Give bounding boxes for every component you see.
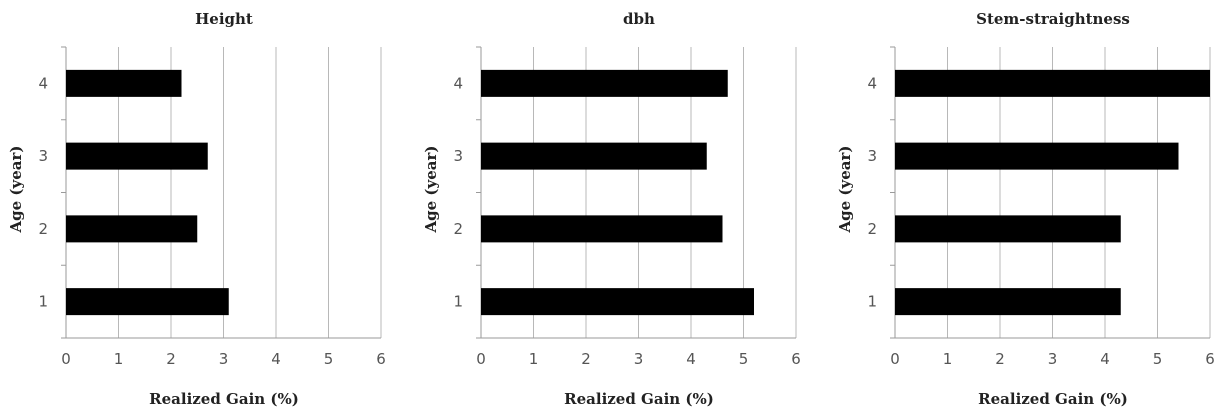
bar-age-2	[895, 215, 1121, 243]
x-tick-label: 3	[634, 350, 644, 368]
x-tick-label: 2	[166, 350, 176, 368]
bar-age-3	[895, 142, 1179, 170]
chart-panel-height: Height Age (year) Realized Gain (%) 0 1 2 3…	[7, 10, 386, 408]
chart-title: Height	[195, 10, 253, 28]
bar-age-4	[66, 69, 182, 97]
x-tick-label: 3	[219, 350, 229, 368]
y-tick-label: 4	[867, 74, 877, 92]
x-axis-label: Realized Gain (%)	[149, 390, 299, 408]
x-tick-label: 6	[791, 350, 801, 368]
bar-age-1	[66, 288, 229, 316]
x-tick-label: 2	[995, 350, 1005, 368]
x-tick-label: 6	[376, 350, 386, 368]
chart-panel-dbh: dbh Age (year) Realized Gain (%) 0 1 2 3 4 5 6…	[422, 10, 801, 408]
x-tick-label: 1	[114, 350, 124, 368]
x-axis-label: Realized Gain (%)	[564, 390, 714, 408]
y-tick-label: 1	[38, 293, 48, 311]
y-axis-label: Age (year)	[836, 146, 854, 234]
x-axis-label: Realized Gain (%)	[978, 390, 1128, 408]
bar-age-1	[481, 288, 754, 316]
y-tick-label: 2	[38, 220, 48, 238]
plot-area: 0 1 2 3 4 5 6 1 2 3 4	[453, 46, 801, 368]
y-axis-label: Age (year)	[7, 146, 25, 234]
y-tick-label: 1	[867, 293, 877, 311]
x-tick-label: 4	[686, 350, 696, 368]
x-tick-label: 2	[581, 350, 591, 368]
chart-title: dbh	[623, 10, 655, 28]
bar-age-4	[481, 69, 728, 97]
y-tick-label: 4	[453, 74, 463, 92]
x-tick-label: 1	[943, 350, 953, 368]
bar-age-4	[895, 69, 1210, 97]
x-tick-label: 4	[1100, 350, 1110, 368]
x-tick-label: 0	[890, 350, 900, 368]
x-tick-label: 0	[476, 350, 486, 368]
bar-age-3	[66, 142, 208, 170]
y-tick-label: 4	[38, 74, 48, 92]
bar-age-1	[895, 288, 1121, 316]
y-tick-label: 1	[453, 293, 463, 311]
x-tick-label: 3	[1048, 350, 1058, 368]
chart-title: Stem-straightness	[976, 10, 1130, 28]
x-tick-label: 1	[529, 350, 539, 368]
y-axis-label: Age (year)	[422, 146, 440, 234]
bar-age-2	[481, 215, 723, 243]
bar-age-2	[66, 215, 198, 243]
y-tick-label: 3	[867, 147, 877, 165]
x-tick-label: 5	[739, 350, 749, 368]
y-tick-label: 3	[38, 147, 48, 165]
x-tick-label: 6	[1205, 350, 1215, 368]
x-tick-label: 4	[271, 350, 281, 368]
plot-area: 0 1 2 3 4 5 6 1 2 3 4	[867, 46, 1215, 368]
bar-age-3	[481, 142, 707, 170]
x-tick-label: 0	[61, 350, 71, 368]
plot-area: 0 1 2 3 4 5 6 1 2 3 4	[38, 46, 386, 368]
y-tick-label: 3	[453, 147, 463, 165]
y-tick-label: 2	[867, 220, 877, 238]
chart-panel-stem-straightness: Stem-straightness Age (year) Realized Ga…	[836, 10, 1215, 408]
x-tick-label: 5	[324, 350, 334, 368]
x-tick-label: 5	[1153, 350, 1163, 368]
y-tick-label: 2	[453, 220, 463, 238]
